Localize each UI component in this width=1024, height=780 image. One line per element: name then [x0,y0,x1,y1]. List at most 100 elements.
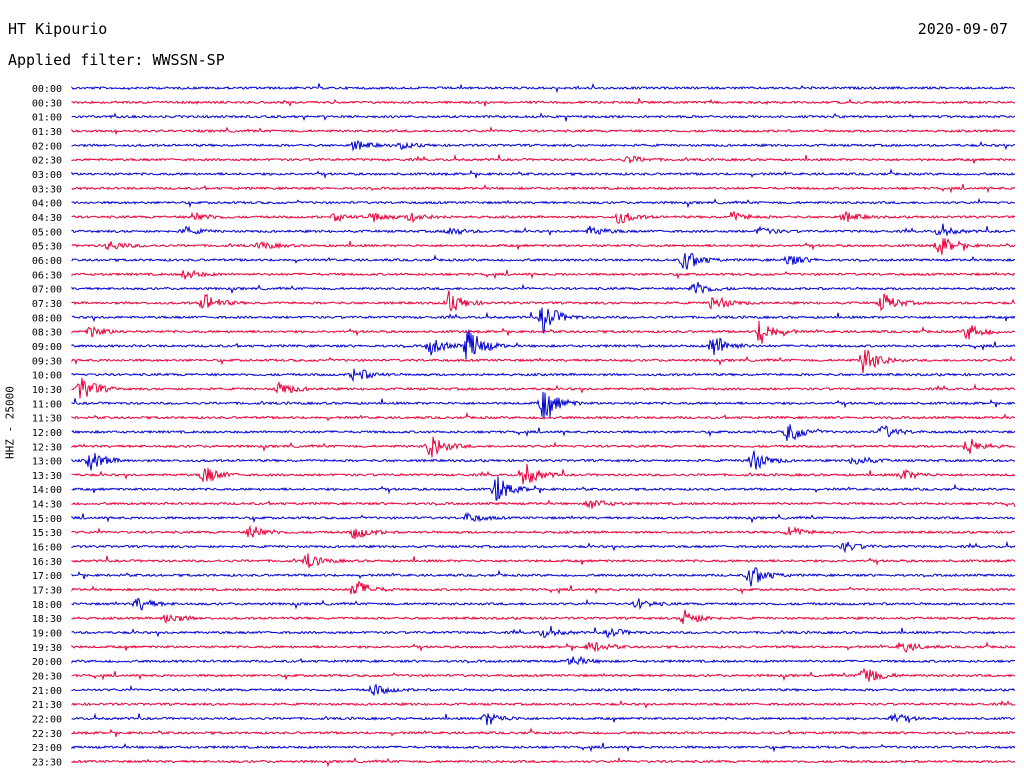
row-label: 12:30 [32,442,62,453]
trace-line [71,329,1016,360]
trace-line [71,83,1016,94]
row-label: 11:30 [32,414,62,425]
trace-line [71,742,1016,753]
trace-line [71,436,1016,458]
row-label: 12:00 [32,428,62,439]
trace-line [71,290,1016,312]
row-label: 19:00 [32,629,62,640]
trace-line [71,368,1016,383]
row-label: 05:00 [32,227,62,238]
trace-line [71,238,1016,255]
row-label: 04:30 [32,213,62,224]
row-label: 09:30 [32,356,62,367]
row-label: 06:30 [32,270,62,281]
row-label: 07:30 [32,299,62,310]
row-label: 21:00 [32,686,62,697]
trace-line [71,348,1016,374]
trace-line [71,424,1016,442]
row-label: 08:30 [32,328,62,339]
trace-line [71,699,1016,709]
row-label: 17:00 [32,571,62,582]
row-label: 13:00 [32,457,62,468]
trace-line [71,269,1016,280]
trace-line [71,512,1016,524]
trace-line [71,597,1016,611]
trace-line [71,98,1016,107]
trace-line [71,712,1016,726]
trace-line [71,567,1016,587]
trace-line [71,756,1016,768]
trace-line [71,524,1016,540]
trace-line [71,126,1016,136]
row-label: 13:30 [32,471,62,482]
row-label: 06:00 [32,256,62,267]
trace-line [71,655,1016,666]
row-label: 03:00 [32,170,62,181]
row-label: 23:00 [32,743,62,754]
trace-line [71,476,1016,501]
row-label: 10:00 [32,371,62,382]
trace-line [71,307,1016,334]
trace-line [71,609,1016,624]
row-label: 15:00 [32,514,62,525]
row-label: 23:30 [32,758,62,769]
trace-line [71,223,1016,237]
trace-line [71,411,1016,422]
row-label: 08:00 [32,313,62,324]
date-label: 2020-09-07 [917,20,1008,38]
trace-line [71,499,1016,509]
row-label: 21:30 [32,700,62,711]
row-label: 22:00 [32,715,62,726]
trace-line [71,282,1016,295]
row-label: 11:00 [32,399,62,410]
trace-line [71,378,1016,399]
row-label: 14:30 [32,500,62,511]
trace-line [71,139,1016,152]
trace-line [71,667,1016,682]
row-label: 18:00 [32,600,62,611]
row-label: 00:30 [32,98,62,109]
trace-line [71,625,1016,639]
row-label: 07:00 [32,285,62,296]
trace-line [71,197,1016,209]
row-label: 02:00 [32,141,62,152]
row-label: 19:30 [32,643,62,654]
trace-line [71,641,1016,654]
trace-line [71,450,1016,471]
trace-line [71,580,1016,595]
row-label: 14:00 [32,485,62,496]
trace-line [71,183,1016,194]
row-label: 18:30 [32,614,62,625]
row-label: 00:00 [32,84,62,95]
row-label: 04:00 [32,199,62,210]
trace-line [71,252,1016,270]
trace-line [71,153,1016,164]
row-label: 16:30 [32,557,62,568]
row-label: 03:30 [32,184,62,195]
trace-line [71,727,1016,737]
row-label: 01:30 [32,127,62,138]
filter-label: Applied filter: WWSSN-SP [8,51,225,69]
station-title: HT Kipourio [8,20,108,38]
row-label: 15:30 [32,528,62,539]
trace-line [71,391,1016,420]
trace-line [71,463,1016,485]
trace-line [71,553,1016,568]
row-label: 05:30 [32,242,62,253]
trace-line [71,168,1016,180]
row-label: 01:00 [32,113,62,124]
row-label: 17:30 [32,586,62,597]
row-label: 02:30 [32,156,62,167]
row-label: 09:00 [32,342,62,353]
row-label: 22:30 [32,729,62,740]
row-label: 20:00 [32,657,62,668]
trace-line [71,112,1016,122]
trace-line [71,320,1016,344]
trace-line [71,540,1016,554]
row-label: 20:30 [32,672,62,683]
trace-line [71,683,1016,696]
row-label: 10:30 [32,385,62,396]
trace-line [71,210,1016,224]
row-label: 16:00 [32,543,62,554]
